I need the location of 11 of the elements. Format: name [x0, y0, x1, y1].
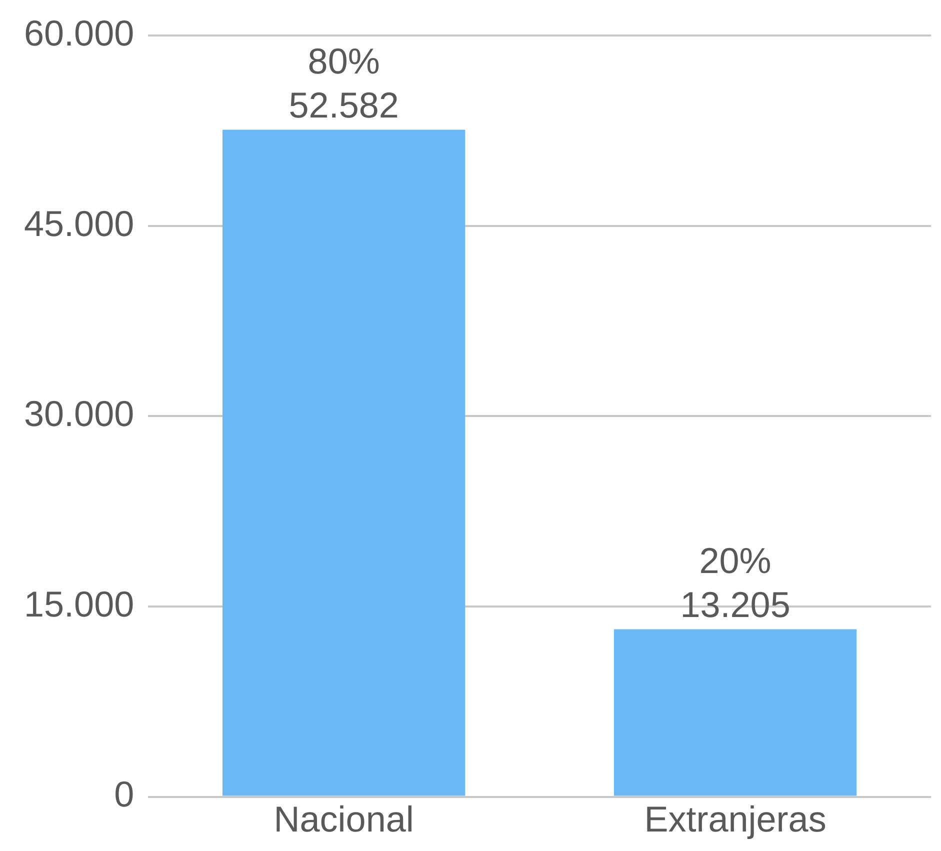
x-tick-label: Extranjeras [644, 798, 826, 840]
data-label: 13.205 [680, 584, 790, 626]
annotation: 20% [699, 540, 772, 582]
y-tick-label: 0 [114, 774, 134, 815]
annotation: 80% [308, 40, 380, 82]
y-tick-label: 60.000 [24, 12, 134, 54]
x-tick-label: Nacional [274, 798, 414, 840]
data-label: 52.582 [288, 84, 399, 126]
y-tick-label: 30.000 [24, 393, 134, 434]
y-tick-label: 15.000 [24, 583, 134, 624]
y-tick-label: 45.000 [24, 202, 134, 244]
